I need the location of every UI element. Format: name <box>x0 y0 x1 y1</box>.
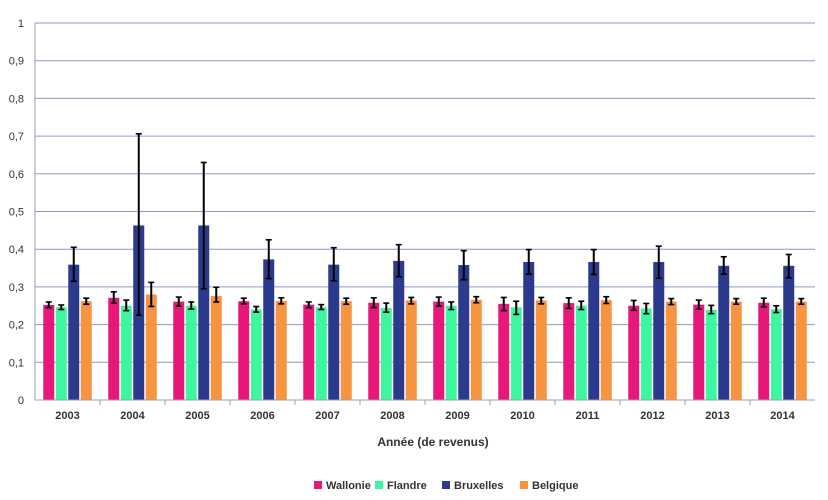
error-bars <box>45 133 805 316</box>
x-tick-label: 2011 <box>576 410 600 422</box>
x-tick-label: 2013 <box>705 410 729 422</box>
bar-bruxelles <box>718 265 730 400</box>
y-axis-ticks: 0 0,1 0,2 0,3 0,4 0,5 0,6 0,7 0,8 0,9 1 <box>9 18 24 407</box>
bar-belgique <box>210 295 222 400</box>
bar-wallonie <box>498 303 510 400</box>
bar-wallonie <box>433 301 445 400</box>
bar-bruxelles <box>198 225 210 400</box>
bar-wallonie <box>693 304 705 400</box>
axes <box>34 23 815 405</box>
bar-wallonie <box>758 302 770 400</box>
legend-item-bruxelles: Bruxelles <box>442 480 504 492</box>
legend-item-flandre: Flandre <box>375 480 427 492</box>
bar-belgique <box>405 300 417 400</box>
bar-bruxelles <box>393 260 405 400</box>
bar-flandre <box>640 308 652 400</box>
bar-bruxelles <box>68 264 80 400</box>
x-axis-title: Année (de revenus) <box>377 435 488 449</box>
bar-belgique <box>730 301 742 400</box>
legend-swatch <box>520 481 528 489</box>
legend-label: Belgique <box>532 480 578 492</box>
x-tick-label: 2007 <box>315 410 339 422</box>
legend-label: Bruxelles <box>454 480 504 492</box>
legend-swatch <box>314 481 322 489</box>
bar-flandre <box>380 308 392 400</box>
legend: Wallonie Flandre Bruxelles Belgique <box>314 480 578 492</box>
bar-flandre <box>315 307 327 400</box>
bar-flandre <box>55 307 67 400</box>
y-tick-label: 0,3 <box>9 282 24 294</box>
bar-wallonie <box>563 303 575 400</box>
bar-flandre <box>250 309 262 400</box>
bar-flandre <box>445 305 457 400</box>
gridlines <box>35 22 815 363</box>
legend-label: Wallonie <box>326 480 371 492</box>
bar-wallonie <box>173 301 185 400</box>
y-tick-label: 0,2 <box>9 320 24 332</box>
y-tick-label: 0,8 <box>9 93 24 105</box>
bar-belgique <box>795 301 807 400</box>
legend-swatch <box>375 481 383 489</box>
y-tick-label: 1 <box>18 18 24 30</box>
legend-label: Flandre <box>387 480 427 492</box>
y-tick-label: 0,4 <box>9 244 24 256</box>
bar-wallonie <box>43 304 55 400</box>
y-tick-label: 0,6 <box>9 169 24 181</box>
bar-belgique <box>665 301 677 400</box>
bar-bruxelles <box>263 259 275 400</box>
x-tick-label: 2012 <box>640 410 664 422</box>
bar-wallonie <box>628 305 640 400</box>
x-tick-label: 2005 <box>185 410 209 422</box>
bar-wallonie <box>108 297 120 400</box>
bar-bruxelles <box>588 262 600 400</box>
bar-flandre <box>510 307 522 400</box>
y-tick-label: 0,1 <box>9 357 24 369</box>
bar-flandre <box>185 305 197 400</box>
x-tick-label: 2009 <box>445 410 469 422</box>
legend-swatch <box>442 481 450 489</box>
bar-belgique <box>600 300 612 400</box>
bar-wallonie <box>368 302 380 400</box>
legend-item-belgique: Belgique <box>520 480 578 492</box>
bar-bruxelles <box>328 264 340 400</box>
x-tick-label: 2010 <box>510 410 534 422</box>
x-tick-label: 2008 <box>380 410 404 422</box>
bar-belgique <box>80 301 92 400</box>
x-tick-label: 2014 <box>770 410 795 422</box>
y-tick-label: 0,5 <box>9 207 24 219</box>
bar-flandre <box>705 309 717 400</box>
bar-belgique <box>275 300 287 400</box>
bar-belgique <box>535 300 547 400</box>
bar-belgique <box>340 301 352 400</box>
bar-belgique <box>470 299 482 400</box>
bars <box>43 225 807 400</box>
bar-belgique <box>145 294 157 400</box>
x-axis-ticks: 2003 2004 2005 2006 2007 2008 2009 2010 2011 2012… <box>55 410 795 422</box>
bar-bruxelles <box>523 262 535 400</box>
bar-flandre <box>770 309 782 400</box>
bar-flandre <box>575 305 587 400</box>
legend-item-wallonie: Wallonie <box>314 480 371 492</box>
bar-wallonie <box>238 301 250 400</box>
bar-bruxelles <box>783 265 795 400</box>
y-tick-label: 0 <box>18 395 24 407</box>
y-tick-label: 0,9 <box>9 56 24 68</box>
x-tick-label: 2004 <box>120 410 145 422</box>
bar-bruxelles <box>653 262 665 400</box>
bar-bruxelles <box>458 265 470 400</box>
bar-flandre <box>120 305 132 400</box>
x-tick-label: 2003 <box>55 410 79 422</box>
y-tick-label: 0,7 <box>9 131 24 143</box>
x-tick-label: 2006 <box>250 410 274 422</box>
bar-wallonie <box>303 304 315 400</box>
